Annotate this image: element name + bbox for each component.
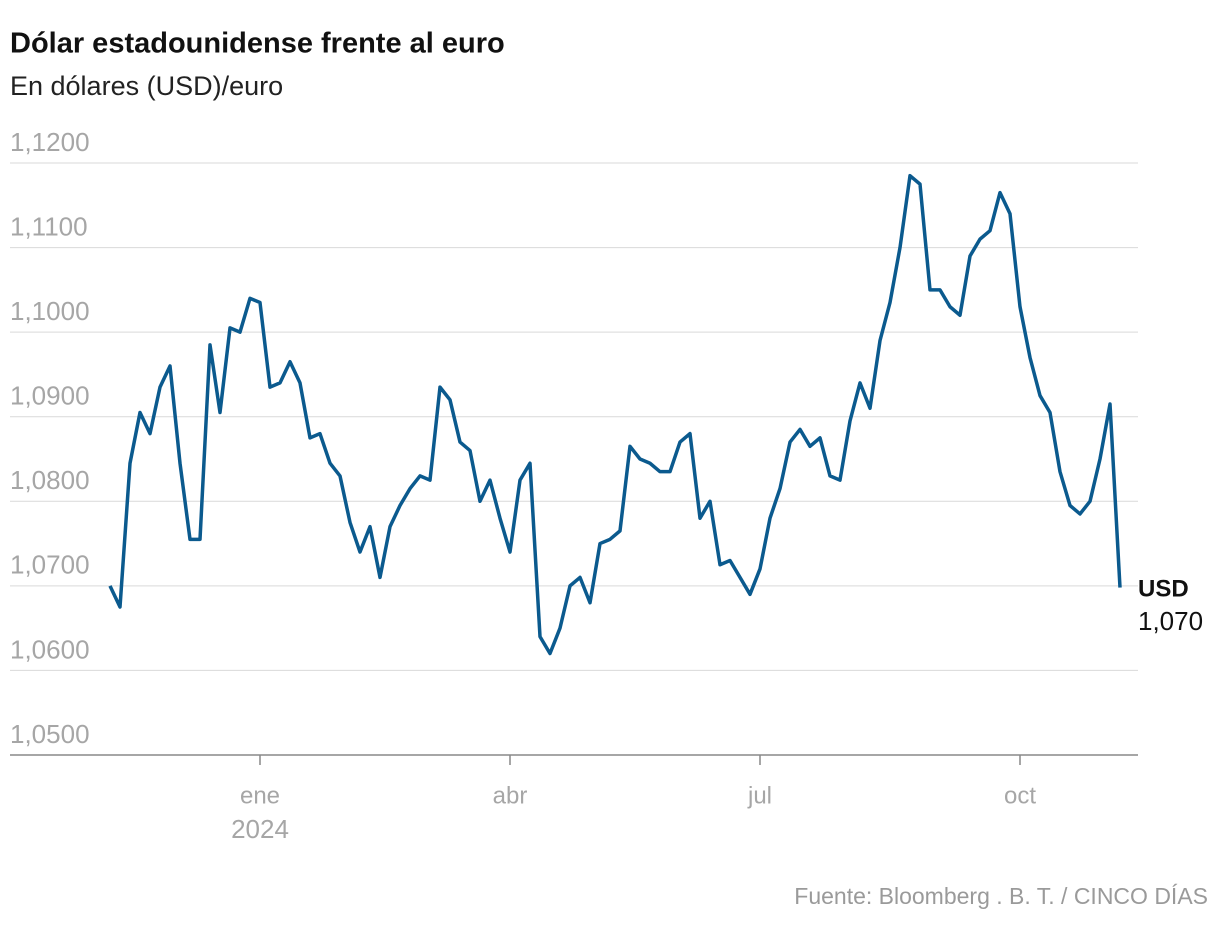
y-tick-label: 1,1200: [10, 127, 90, 157]
chart-title: Dólar estadounidense frente al euro: [10, 28, 505, 60]
y-tick-label: 1,1100: [10, 211, 88, 241]
y-tick-label: 1,1000: [10, 296, 90, 326]
source: Fuente: Bloomberg . B. T. / CINCO DÍAS: [794, 883, 1208, 909]
y-tick-label: 1,0600: [10, 634, 90, 664]
x-year-label: 2024: [231, 814, 289, 844]
line-series: [108, 173, 1122, 656]
x-tick-label: abr: [493, 782, 528, 809]
y-tick-label: 1,0500: [10, 719, 90, 749]
y-tick-label: 1,0800: [10, 465, 90, 495]
x-tick-label: oct: [1004, 782, 1036, 809]
series-label: USD: [1138, 575, 1189, 602]
y-tick-label: 1,0700: [10, 550, 90, 580]
x-tick-label: jul: [747, 782, 772, 809]
end-value-label: 1,070: [1138, 606, 1203, 636]
y-tick-label: 1,0900: [10, 381, 90, 411]
chart-subtitle: En dólares (USD)/euro: [10, 71, 283, 101]
x-tick-label: ene: [240, 782, 280, 809]
